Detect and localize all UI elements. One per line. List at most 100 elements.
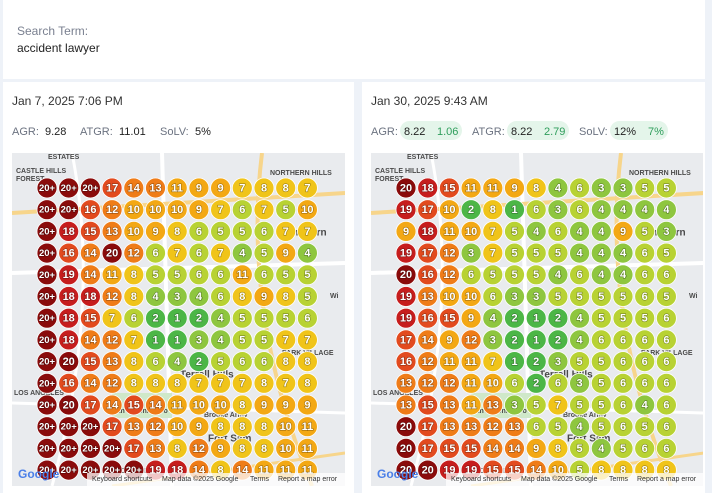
rank-pin [188, 394, 210, 416]
rank-value: 20 [422, 465, 434, 477]
rank-pin [36, 199, 58, 221]
map-road [50, 153, 85, 486]
rank-pin [101, 329, 123, 351]
rank-pin [101, 394, 123, 416]
rank-pin [145, 199, 166, 221]
metric-change: 2.79 [544, 126, 566, 138]
rank-value: 5 [577, 399, 583, 411]
rank-pin [253, 242, 275, 264]
rank-value: 17 [422, 421, 434, 433]
rank-pin [504, 372, 525, 394]
map-label: Fort Sam [208, 434, 251, 445]
rank-pin [482, 242, 504, 264]
rank-pin [275, 351, 297, 373]
rank-value: 5 [511, 226, 517, 238]
rank-pin [460, 437, 482, 459]
rank-value: 19 [400, 313, 412, 325]
rank-value: 20 [400, 421, 412, 433]
rank-pin [296, 351, 318, 373]
rank-pin [145, 437, 166, 459]
rank-pin [101, 177, 123, 199]
map-footer-link: Keyboard shortcuts [451, 476, 512, 483]
rank-value: 3 [174, 291, 180, 303]
rank-value: 10 [280, 443, 292, 455]
rank-pin [80, 286, 101, 307]
rank-value: 6 [598, 334, 604, 346]
rank-pin [275, 242, 297, 264]
rank-value: 11 [465, 182, 477, 194]
rank-value: 15 [443, 182, 455, 194]
rank-pin [275, 264, 297, 286]
rank-pin [253, 416, 275, 438]
rank-pin [188, 177, 210, 199]
rank-value: 12 [106, 334, 118, 346]
rank-value: 6 [239, 204, 245, 216]
rank-pin [123, 307, 145, 329]
rank-value: 6 [468, 269, 474, 281]
rank-pin [101, 416, 123, 438]
rank-pin [634, 372, 656, 394]
rank-value: 10 [280, 421, 292, 433]
rank-value: 20+ [104, 443, 121, 454]
rank-pin [80, 351, 101, 373]
rank-value: 11 [106, 269, 118, 281]
rank-pin [417, 459, 439, 481]
rank-value: 5 [598, 313, 604, 325]
rank-pin [460, 372, 482, 394]
rank-value: 14 [106, 399, 119, 411]
rank-pin [101, 221, 123, 242]
rank-value: 8 [663, 465, 669, 477]
rank-pin [569, 286, 591, 307]
rank-value: 6 [577, 182, 583, 194]
rank-value: 9 [218, 443, 224, 455]
rank-pin [123, 199, 145, 221]
rank-value: 4 [642, 204, 649, 216]
rank-pin [569, 307, 591, 329]
rank-pin [655, 199, 677, 221]
rank-pin [123, 437, 145, 459]
rank-value: 6 [642, 443, 648, 455]
rank-pin [166, 351, 188, 373]
rank-value: 8 [598, 465, 604, 477]
rank-value: 7 [239, 182, 245, 194]
rank-pin [253, 372, 275, 394]
rank-pin [612, 394, 634, 416]
rank-pin [482, 394, 504, 416]
rank-value: 11 [236, 269, 248, 281]
rank-pin [80, 221, 101, 242]
rank-pin [504, 242, 525, 264]
rank-value: 4 [663, 204, 670, 216]
rank-value: 4 [218, 334, 225, 346]
rank-value: 10 [128, 226, 140, 238]
rank-pin [612, 286, 634, 307]
rank-value: 15 [84, 226, 96, 238]
rank-pin [58, 264, 80, 286]
rank-value: 11 [465, 378, 477, 390]
rank-value: 13 [149, 182, 161, 194]
rank-pin [36, 416, 58, 438]
rank-value: 14 [487, 443, 500, 455]
rank-value: 4 [598, 248, 605, 260]
rank-value: 20+ [61, 183, 78, 194]
rank-value: 5 [533, 399, 539, 411]
rank-pin [166, 437, 188, 459]
rank-pin [525, 177, 547, 199]
rank-pin [123, 286, 145, 307]
rank-pin [188, 199, 210, 221]
rank-value: 11 [487, 182, 499, 194]
rank-value: 5 [239, 226, 245, 238]
rank-pin [395, 416, 417, 438]
rank-pin [210, 221, 232, 242]
rank-pin [634, 199, 656, 221]
rank-pin [253, 221, 275, 242]
rank-value: 4 [598, 443, 605, 455]
rank-value: 20+ [82, 443, 99, 454]
rank-pin [634, 307, 656, 329]
rank-value: 9 [283, 248, 289, 260]
rank-pin [460, 242, 482, 264]
rank-pin [525, 307, 547, 329]
rank-pin [80, 307, 101, 329]
rank-value: 2 [533, 378, 539, 390]
rank-pin [504, 199, 525, 221]
